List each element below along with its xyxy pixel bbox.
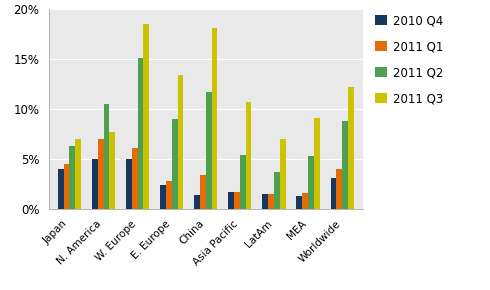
Bar [200,175,206,209]
Bar [166,181,172,209]
Bar [268,194,274,209]
Bar [132,148,138,209]
Bar [336,169,342,209]
Bar [144,24,149,209]
Bar [234,192,240,209]
Bar [138,58,144,209]
Bar [342,121,348,209]
Bar [172,119,177,209]
Bar [308,156,314,209]
Legend: 2010 Q4, 2011 Q1, 2011 Q2, 2011 Q3: 2010 Q4, 2011 Q1, 2011 Q2, 2011 Q3 [371,11,447,109]
Bar [109,132,115,209]
Bar [296,196,302,209]
Bar [58,169,64,209]
Bar [262,194,268,209]
Bar [177,75,183,209]
Bar [70,146,75,209]
Bar [240,155,245,209]
Bar [274,172,280,209]
Bar [302,193,308,209]
Bar [98,139,103,209]
Bar [331,178,336,209]
Bar [75,139,81,209]
Bar [212,28,218,209]
Bar [92,159,98,209]
Bar [228,192,234,209]
Bar [103,104,109,209]
Bar [126,159,132,209]
Bar [160,185,166,209]
Bar [314,118,319,209]
Bar [194,195,200,209]
Bar [206,92,212,209]
Bar [280,139,286,209]
Bar [245,102,251,209]
Bar [64,164,70,209]
Bar [348,87,354,209]
